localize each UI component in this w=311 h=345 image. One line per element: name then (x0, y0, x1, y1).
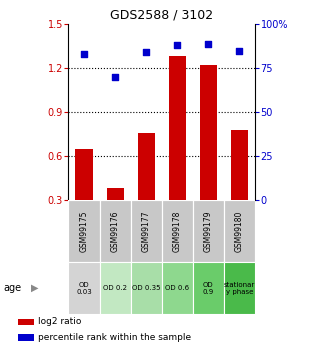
Bar (18, 319, 34, 325)
Text: stationar
y phase: stationar y phase (224, 282, 255, 295)
Text: GSM99180: GSM99180 (235, 210, 244, 252)
Text: percentile rank within the sample: percentile rank within the sample (38, 333, 191, 342)
Bar (76, 149, 93, 200)
Point (81, 51, 86, 57)
Text: OD 0.35: OD 0.35 (132, 285, 160, 291)
Text: GSM99177: GSM99177 (142, 210, 151, 252)
Text: OD 0.2: OD 0.2 (103, 285, 127, 291)
Bar (68, 200, 100, 262)
Bar (100, 262, 131, 314)
Text: GSM99179: GSM99179 (204, 210, 213, 252)
Text: ▶: ▶ (31, 283, 39, 293)
Bar (106, 188, 123, 200)
Bar (193, 262, 224, 314)
Point (113, 74, 118, 80)
Bar (162, 200, 193, 262)
Text: OD
0.03: OD 0.03 (76, 282, 92, 295)
Text: OD
0.9: OD 0.9 (203, 282, 214, 295)
Bar (200, 65, 217, 200)
Bar (224, 200, 255, 262)
Text: GSM99176: GSM99176 (111, 210, 119, 252)
Bar (169, 57, 186, 200)
Bar (231, 130, 248, 200)
Point (237, 48, 242, 53)
Point (175, 42, 180, 48)
Bar (224, 262, 255, 314)
Text: log2 ratio: log2 ratio (38, 317, 81, 326)
Bar (162, 262, 193, 314)
Bar (131, 200, 162, 262)
Bar (18, 335, 34, 341)
Point (144, 50, 149, 55)
Text: GSM99175: GSM99175 (80, 210, 88, 252)
Bar (68, 262, 100, 314)
Bar (193, 200, 224, 262)
Title: GDS2588 / 3102: GDS2588 / 3102 (110, 9, 213, 22)
Text: GSM99178: GSM99178 (173, 210, 182, 252)
Text: age: age (3, 283, 21, 293)
Bar (100, 200, 131, 262)
Point (206, 41, 211, 46)
Text: OD 0.6: OD 0.6 (165, 285, 189, 291)
Bar (137, 132, 155, 200)
Bar (131, 262, 162, 314)
